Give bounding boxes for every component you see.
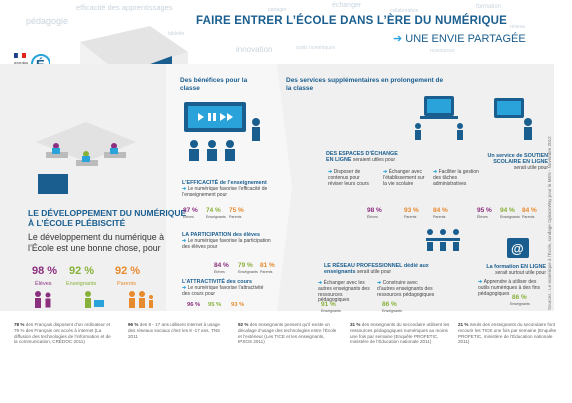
network-item: ➔ Échanger avec les autres enseignants d… xyxy=(318,280,370,304)
stat-label: Élèves xyxy=(35,281,52,287)
stat-label: Parents xyxy=(404,215,417,219)
exchange-item: ➔ Échanger avec l’établissement sur la v… xyxy=(383,169,425,187)
attractivity-parents: 93 % xyxy=(231,302,245,308)
students-illustration xyxy=(26,112,146,204)
exchange-block: DES ESPACES D’ÉCHANGE EN LIGNE seraient … xyxy=(326,151,398,163)
footer-fact: 92 % des enseignants pensent qu’il exist… xyxy=(238,322,337,345)
training-stat: 86 % xyxy=(512,294,527,301)
exchange-stat-parents-2: 84 % xyxy=(433,207,448,214)
stat-label: Parents xyxy=(522,215,535,219)
exchange-item: ➔ Faciliter la gestion des tâches admini… xyxy=(433,169,479,187)
efficacy-teachers: 74 % xyxy=(206,207,221,214)
attractivity-teachers: 95 % xyxy=(208,302,222,308)
network-stat-2: 86 % xyxy=(382,301,397,308)
benefits-title: Des bénéfices pour la classe xyxy=(180,77,248,92)
cloud-word: réseau xyxy=(510,24,526,30)
stat-label: Enseignants xyxy=(321,309,341,313)
cloud-word: efficacité des apprentissages xyxy=(76,3,173,12)
tutor-icon xyxy=(490,92,536,142)
stat-students: 98 % xyxy=(32,265,58,277)
efficacy-parents: 75 % xyxy=(229,207,244,214)
people-icons xyxy=(30,290,160,310)
page-title: FAIRE ENTRER L’ÉCOLE DANS L’ÈRE DU NUMÉR… xyxy=(196,15,508,27)
tutoring-students: 95 % xyxy=(477,207,492,214)
svg-text:@: @ xyxy=(511,241,524,256)
page-subtitle: ➔ UNE ENVIE PARTAGÉE xyxy=(393,33,526,45)
tutoring-parents: 84 % xyxy=(522,207,537,214)
classroom-board-icon xyxy=(180,100,270,170)
participation-students: 84 % xyxy=(214,262,229,269)
cloud-word: innovation xyxy=(236,45,273,54)
attractivity-students: 96 % xyxy=(187,302,201,308)
stat-label: Enseignants xyxy=(510,302,530,306)
attractivity-block: L’ATTRACTIVITÉ des cours ➔ Le numérique f… xyxy=(182,279,264,297)
training-item: ➔ Apprendre à utiliser des outils numéri… xyxy=(478,279,540,297)
left-title: LE DÉVELOPPEMENT DU NUMÉRIQUE À L’ÉCOLE P… xyxy=(28,208,187,228)
cloud-word: échanger xyxy=(332,2,362,9)
stat-label: Enseignants xyxy=(500,215,520,219)
efficacy-students: 87 % xyxy=(183,207,198,214)
stat-label: Enseignants xyxy=(206,215,226,219)
cloud-word: outils numériques xyxy=(296,45,336,51)
stat-label: Élèves xyxy=(367,215,378,219)
participation-teachers: 79 % xyxy=(238,262,253,269)
cloud-word: formation xyxy=(476,4,502,10)
cloud-word: partager xyxy=(268,7,287,13)
laptop-users-icon xyxy=(410,92,466,142)
stat-label: Parents xyxy=(433,215,446,219)
participation-block: LA PARTICIPATION des élèves ➔ Le numériqu… xyxy=(182,232,271,250)
exchange-item: ➔ Disposer de contenus pour réviser leur… xyxy=(328,169,369,187)
stat-label: Enseignants xyxy=(238,270,258,274)
training-block: La formation EN LIGNE serait surtout util… xyxy=(486,264,546,276)
cloud-word: collaboration xyxy=(390,8,419,14)
meeting-icon xyxy=(418,226,468,252)
stat-label: Enseignants xyxy=(382,309,402,313)
cloud-word: pédagogie xyxy=(26,16,69,26)
footer-fact: 96 % des 8 - 17 ans utilisent internet à… xyxy=(128,322,221,339)
left-subtitle: Le développement du numérique à l’École … xyxy=(28,232,164,253)
spacer xyxy=(182,259,212,260)
stat-label: Élèves xyxy=(214,270,225,274)
cloud-word: ressources xyxy=(430,48,455,54)
exchange-stat-parents: 93 % xyxy=(404,207,419,214)
footer-fact: 21 % Seuls des enseignants du secondaire… xyxy=(458,322,557,345)
tutoring-teachers: 94 % xyxy=(500,207,515,214)
stat-label: Élèves xyxy=(183,215,194,219)
cloud-word: tablette xyxy=(168,31,185,37)
network-block: LE RÉSEAU PROFESSIONNEL dédié aux enseig… xyxy=(324,263,429,275)
network-item: ➔ Construire avec d’autres enseignants d… xyxy=(377,280,435,298)
stat-label: Parents xyxy=(229,215,242,219)
stat-parents: 92 % xyxy=(115,265,141,277)
tutoring-block: Un service de SOUTIEN SCOLAIRE EN LIGNE s… xyxy=(487,153,548,171)
stat-teachers: 92 % xyxy=(69,265,95,277)
services-title: Des services supplémentaires en prolonge… xyxy=(286,77,444,92)
stat-label: Enseignants xyxy=(66,281,97,287)
stat-label: Parents xyxy=(117,281,136,287)
stat-label: Élèves xyxy=(477,215,488,219)
stat-label: Parents xyxy=(260,270,273,274)
efficacy-block: L’EFFICACITÉ de l’enseignement ➔ Le numér… xyxy=(182,180,268,198)
footer-fact: 78 % des Français disposent d’un ordinat… xyxy=(14,322,111,345)
footer-fact: 31 % des enseignants du secondaire utili… xyxy=(350,322,450,345)
email-at-icon: @ xyxy=(506,237,530,259)
svg-text:MINISTÈRE: MINISTÈRE xyxy=(14,60,28,65)
network-stat-1: 91 % xyxy=(321,301,336,308)
sources-note: Sources : Le numérique à l’École, sondag… xyxy=(547,136,552,310)
participation-parents: 81 % xyxy=(260,262,275,269)
exchange-stat-students: 98 % xyxy=(367,207,382,214)
